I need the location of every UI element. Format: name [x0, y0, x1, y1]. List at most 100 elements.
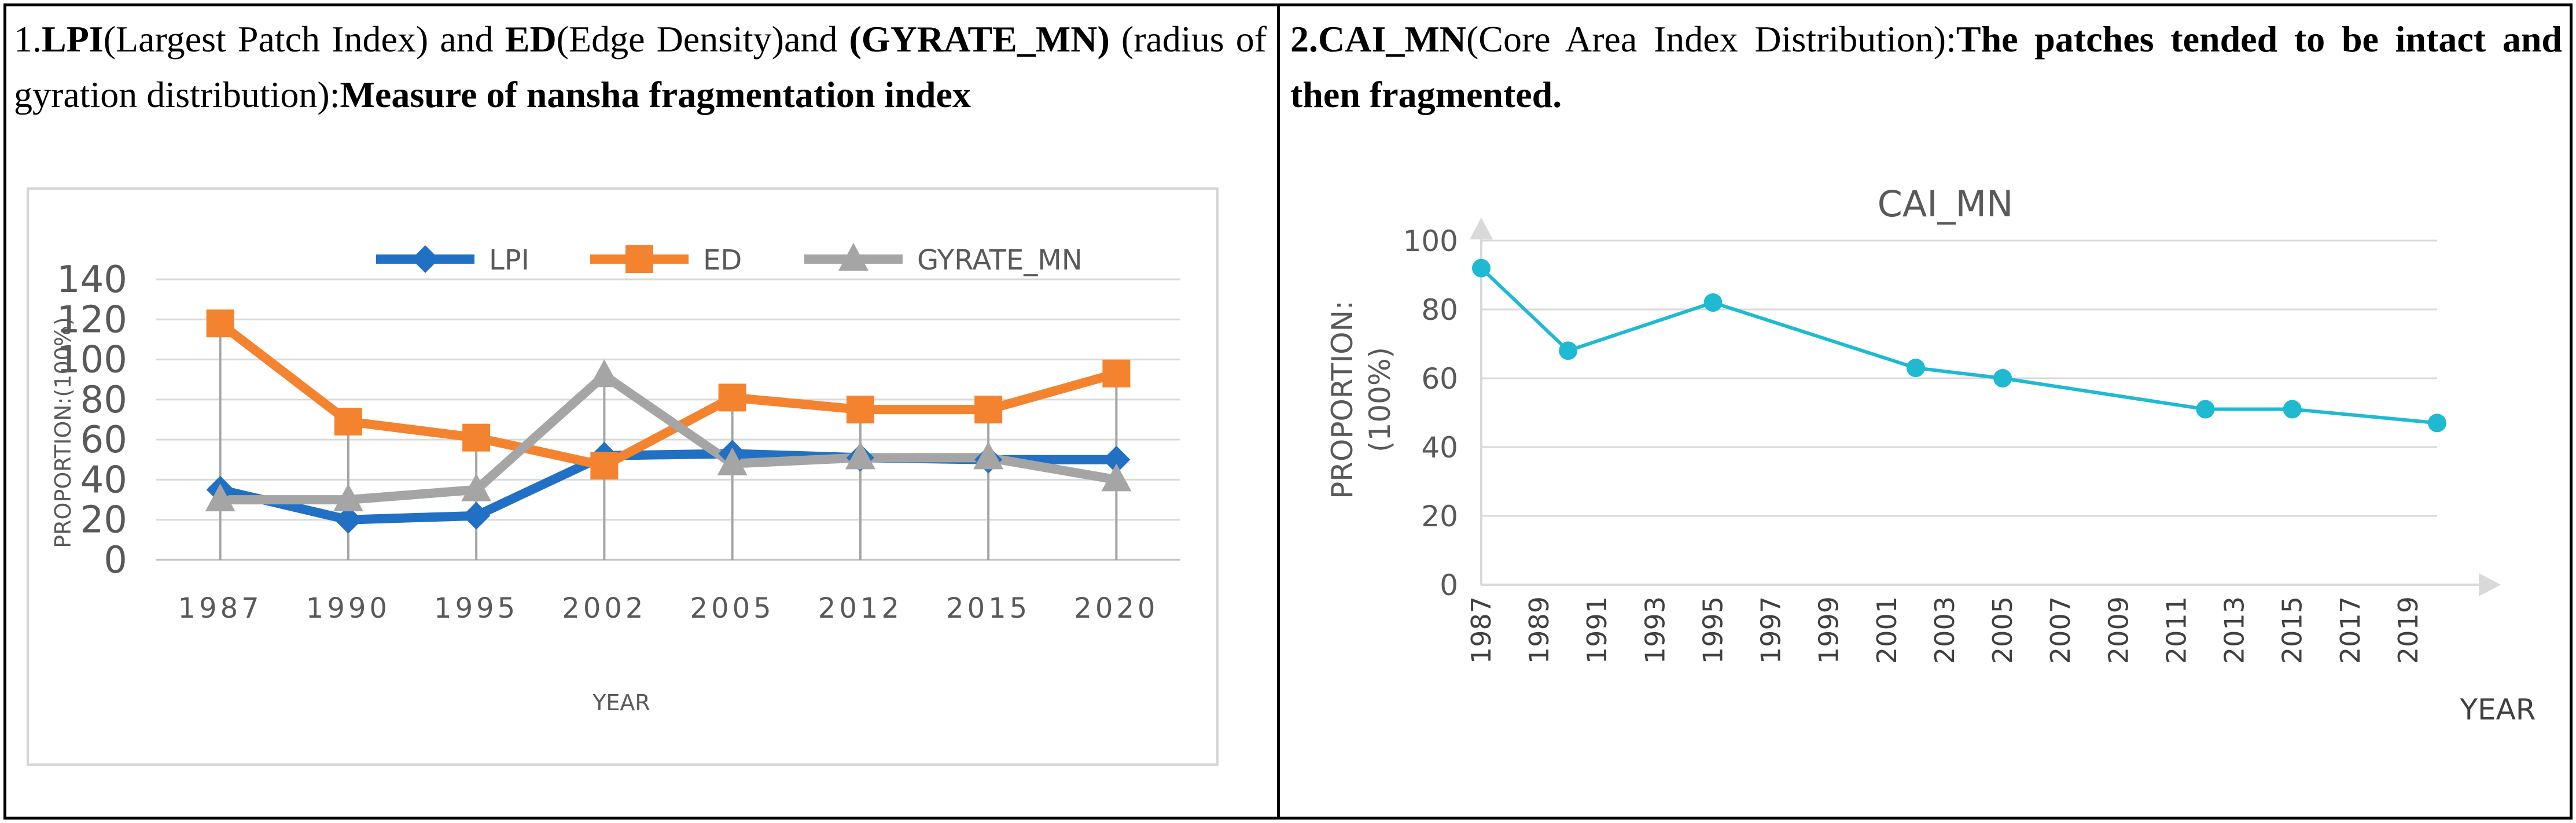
series-line-gyrate_mn — [220, 371, 1117, 505]
left-x-tick-label: 2012 — [818, 592, 903, 625]
marker-ed — [590, 452, 619, 480]
marker-cai-mn — [1472, 259, 1491, 278]
marker-lpi — [334, 505, 362, 534]
legend-label-lpi: LPI — [489, 244, 529, 276]
left-x-tick-label: 1987 — [178, 592, 263, 625]
marker-gyrate_mn — [717, 447, 748, 475]
right-x-tick-label: 1987 — [1466, 596, 1497, 664]
marker-ed — [1102, 359, 1131, 387]
marker-cai-mn — [2283, 400, 2302, 419]
legend-marker — [625, 245, 653, 273]
marker-cai-mn — [1559, 341, 1578, 360]
marker-gyrate_mn — [845, 441, 875, 470]
left-x-tick-label: 1990 — [306, 592, 391, 625]
right-x-tick-label: 2005 — [1987, 596, 2018, 664]
right-x-tick-label: 1995 — [1697, 596, 1728, 664]
marker-lpi — [1102, 445, 1131, 474]
left-x-tick-label: 2015 — [946, 592, 1031, 625]
marker-gyrate_mn — [205, 484, 235, 512]
lpi-abbr: LPI — [42, 19, 104, 60]
figure-frame — [3, 3, 2573, 820]
marker-cai-mn — [1703, 293, 1723, 312]
right-x-tick-label: 2015 — [2277, 596, 2308, 664]
left-y-tick-label: 0 — [104, 539, 127, 582]
right-y-tick-label: 40 — [1421, 431, 1458, 464]
right-x-tick-label: 2003 — [1929, 596, 1960, 664]
series-line-ed — [217, 319, 1118, 471]
cai-abbr: CAI_MN — [1318, 19, 1466, 60]
right-x-axis-label: YEAR — [2459, 693, 2535, 726]
gyrate-abbr: (GYRATE_MN) — [849, 19, 1110, 60]
left-x-tick-label: 2002 — [562, 592, 646, 625]
right-x-tick-label: 2009 — [2103, 596, 2134, 664]
right-x-tick-label: 1993 — [1639, 596, 1670, 664]
right-x-tick-label: 2007 — [2045, 596, 2076, 664]
left-panel: 1.LPI(Largest Patch Index) and ED(Edge D… — [3, 3, 1277, 820]
marker-cai-mn — [1906, 359, 1925, 378]
series-line-cai-mn — [1480, 267, 2438, 425]
right-y-tick-label: 60 — [1421, 362, 1458, 396]
right-x-axis-arrow — [2479, 573, 2501, 596]
panel-divider — [1277, 3, 1280, 820]
legend-label-ed: ED — [703, 244, 742, 276]
right-x-tick-label: 2017 — [2335, 596, 2366, 664]
marker-ed — [462, 423, 491, 452]
legend-marker — [838, 243, 869, 271]
left-y-tick-label: 100 — [57, 339, 127, 382]
left-x-tick-label: 1995 — [434, 592, 518, 625]
cai-mn-line-chart: CAI_MN 0 20 40 60 80 100 1987 1989 1991 1993 1995 1… — [1326, 183, 2536, 726]
left-y-tick-label: 140 — [57, 259, 127, 301]
right-x-tick-label: 2019 — [2393, 596, 2424, 664]
marker-ed — [334, 407, 362, 436]
right-y-tick-label: 80 — [1421, 293, 1458, 327]
marker-gyrate_mn — [461, 473, 492, 501]
right-y-tick-label: 0 — [1440, 569, 1458, 602]
gyrate-full: (radius of gyration distribution): — [14, 19, 1267, 115]
right-x-tick-label: 2001 — [1871, 596, 1902, 664]
left-x-tick-label: 2020 — [1074, 592, 1158, 625]
right-panel: 2.CAI_MN(Core Area Index Distribution):T… — [1280, 3, 2573, 820]
marker-ed — [974, 396, 1003, 424]
left-caption-prefix: 1. — [14, 19, 42, 60]
marker-ed — [206, 309, 234, 338]
right-x-tick-label: 1999 — [1813, 596, 1845, 664]
left-y-tick-label: 80 — [80, 379, 127, 422]
right-conclusion: The patches tended to be intact and then… — [1290, 19, 2563, 115]
marker-cai-mn — [1993, 369, 2012, 387]
left-x-tick-label: 2005 — [690, 592, 775, 625]
left-y-tick-label: 20 — [80, 499, 127, 542]
left-y-tick-label: 120 — [57, 298, 127, 341]
right-x-tick-label: 2013 — [2219, 596, 2250, 664]
ed-abbr: ED — [505, 19, 557, 60]
right-caption: 2.CAI_MN(Core Area Index Distribution):T… — [1290, 12, 2562, 123]
right-y-axis-label-line2: (100%) — [1363, 347, 1397, 452]
marker-cai-mn — [2428, 414, 2446, 433]
marker-lpi — [462, 501, 491, 530]
legend-label-gyrate_mn: GYRATE_MN — [917, 244, 1083, 276]
cai-full: (Core Area Index Distribution): — [1466, 19, 1956, 60]
marker-ed — [718, 383, 746, 412]
right-y-tick-label: 100 — [1403, 224, 1458, 258]
lpi-full: (Largest Patch Index) and — [103, 19, 505, 60]
marker-gyrate_mn — [589, 359, 620, 387]
right-x-tick-label: 2011 — [2161, 596, 2192, 664]
left-x-axis-label: YEAR — [592, 690, 650, 715]
right-y-axis-label-line1: PROPORTION: — [1326, 300, 1359, 499]
right-y-tick-label: 20 — [1421, 500, 1458, 533]
legend-marker — [411, 245, 439, 273]
left-y-axis-label: PROPORTION:(100%) — [50, 317, 76, 548]
marker-cai-mn — [2196, 400, 2215, 419]
left-y-tick-label: 40 — [80, 459, 127, 501]
marker-gyrate_mn — [333, 484, 363, 512]
marker-ed — [846, 396, 874, 424]
right-x-tick-label: 1997 — [1756, 596, 1787, 664]
right-x-tick-label: 1991 — [1581, 596, 1613, 664]
left-conclusion: Measure of nansha fragmentation index — [340, 74, 971, 115]
right-chart-title: CAI_MN — [1878, 183, 2014, 225]
left-y-tick-label: 60 — [80, 419, 127, 462]
right-x-tick-label: 1989 — [1523, 596, 1555, 664]
marker-gyrate_mn — [973, 441, 1004, 470]
marker-gyrate_mn — [1101, 463, 1132, 492]
ed-full: (Edge Density)and — [556, 19, 849, 60]
